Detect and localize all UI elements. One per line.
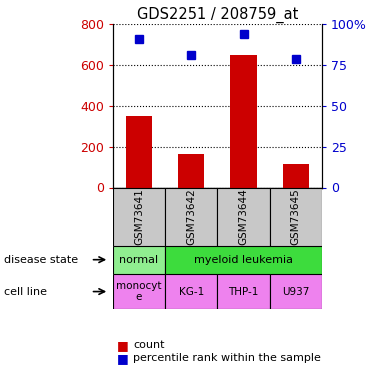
Bar [231, 55, 256, 188]
Bar [270, 274, 322, 309]
Text: U937: U937 [282, 286, 309, 297]
Bar [113, 188, 165, 246]
Bar [218, 188, 270, 246]
Text: GSM73645: GSM73645 [291, 188, 301, 245]
Bar [270, 188, 322, 246]
Bar [283, 164, 309, 188]
Title: GDS2251 / 208759_at: GDS2251 / 208759_at [137, 7, 298, 23]
Text: normal: normal [120, 255, 158, 265]
Bar [165, 274, 217, 309]
Text: disease state: disease state [4, 255, 78, 265]
Text: ■: ■ [117, 339, 128, 352]
Text: ■: ■ [117, 352, 128, 364]
Text: GSM73641: GSM73641 [134, 188, 144, 245]
Bar [126, 116, 152, 188]
Text: GSM73642: GSM73642 [186, 188, 196, 245]
Text: cell line: cell line [4, 286, 47, 297]
Bar [165, 246, 322, 274]
Text: GSM73644: GSM73644 [239, 188, 249, 245]
Bar [178, 154, 204, 188]
Text: percentile rank within the sample: percentile rank within the sample [133, 353, 321, 363]
Bar [113, 274, 165, 309]
Bar [165, 188, 217, 246]
Bar [218, 274, 270, 309]
Text: THP-1: THP-1 [228, 286, 259, 297]
Text: count: count [133, 340, 165, 351]
Bar [113, 246, 165, 274]
Text: myeloid leukemia: myeloid leukemia [194, 255, 293, 265]
Text: KG-1: KG-1 [179, 286, 204, 297]
Text: monocyt
e: monocyt e [116, 281, 162, 302]
